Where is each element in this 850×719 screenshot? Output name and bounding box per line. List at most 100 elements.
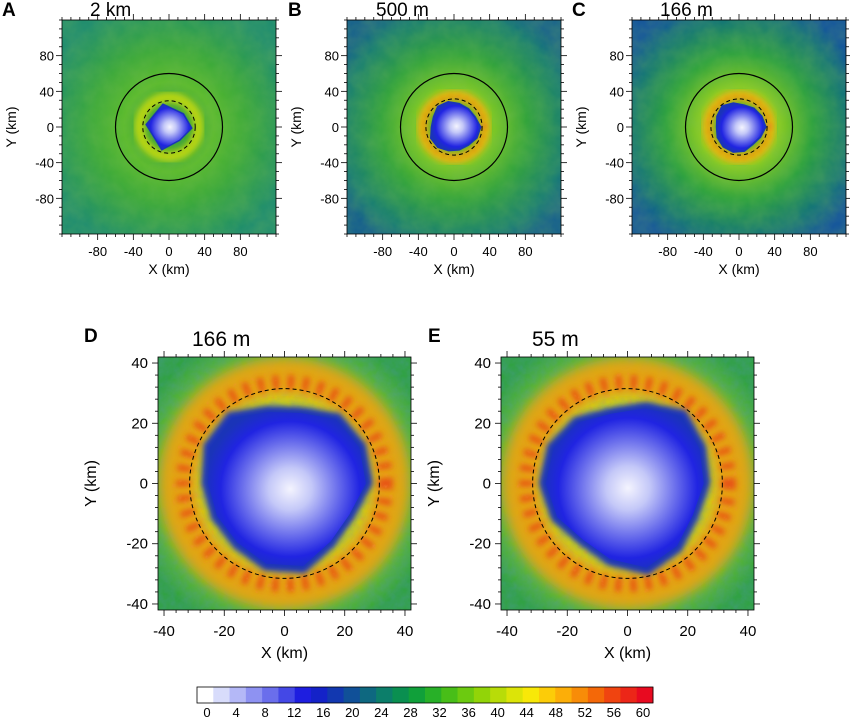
rmw-dashed-contour	[532, 388, 723, 579]
panel-e-title: 55 m	[532, 328, 579, 351]
eye-region	[431, 103, 480, 150]
colorbar-swatch	[636, 687, 654, 703]
heatmap-field	[632, 20, 846, 234]
x-axis-label: X (km)	[433, 261, 474, 277]
x-tick-label: -40	[153, 623, 175, 640]
panel-letter-b: B	[288, 0, 302, 21]
colorbar-label: 44	[519, 705, 533, 719]
panel-b-title: 500 m	[376, 0, 429, 21]
colorbar-swatch	[245, 687, 263, 703]
colorbar-label: 4	[232, 705, 239, 719]
panel-a-title: 2 km	[90, 0, 132, 21]
x-tick-label: 80	[233, 244, 247, 259]
y-tick-label: 0	[140, 476, 148, 493]
y-tick-label: -40	[320, 156, 339, 171]
heatmap-field	[62, 20, 276, 234]
y-tick-label: -80	[605, 191, 624, 206]
colorbar-swatch	[490, 687, 507, 703]
colorbar-label: 28	[403, 705, 417, 719]
y-tick-label: 0	[483, 476, 491, 493]
y-tick-label: -80	[320, 191, 339, 206]
panel-letter-e: E	[428, 326, 441, 347]
colorbar-swatch	[425, 687, 442, 703]
y-tick-label: 20	[131, 415, 148, 432]
colorbar-label: 60	[636, 705, 650, 719]
y-axis-label: Y (km)	[426, 460, 443, 507]
heatmap-panel-e: -40 -20 0 20 40 40 20 0 -20 -40 X (km) Y (km)	[426, 351, 760, 662]
colorbar-swatch	[587, 687, 605, 703]
x-tick-label: 20	[679, 623, 696, 640]
colorbar-label: 48	[549, 705, 563, 719]
colorbar-label: 40	[490, 705, 504, 719]
x-tick-label: 40	[767, 244, 781, 259]
y-axis-label: Y (km)	[3, 107, 19, 148]
x-tick-label: -80	[373, 244, 392, 259]
x-tick-label: 80	[803, 244, 817, 259]
x-tick-label: 40	[482, 244, 496, 259]
y-tick-label: 80	[40, 49, 54, 64]
x-tick-label: -40	[409, 244, 428, 259]
colorbar-swatch	[197, 687, 214, 703]
heatmap-field	[347, 20, 561, 234]
y-tick-label: 20	[474, 415, 491, 432]
y-tick-label: 0	[332, 120, 339, 135]
x-tick-label: 40	[197, 244, 211, 259]
y-tick-label: 40	[610, 84, 624, 99]
colorbar-swatch	[392, 687, 410, 703]
x-tick-label: 20	[336, 623, 353, 640]
colorbar-frame	[196, 686, 654, 704]
x-tick-label: -80	[88, 244, 107, 259]
y-tick-label: -40	[126, 596, 148, 613]
reference-circle	[114, 72, 224, 182]
y-axis-label: Y (km)	[573, 107, 589, 148]
x-tick-label: 0	[735, 244, 742, 259]
heatmap-panel-c: -80 -40 0 40 80 80 40 0 -40 -80 X (km) Y (km)	[573, 14, 850, 277]
x-tick-label: 0	[280, 623, 288, 640]
colorbar-swatch	[278, 687, 296, 703]
colorbar-swatch	[441, 687, 458, 703]
colorbar-label: 0	[203, 705, 210, 719]
colorbar-swatch	[571, 687, 589, 703]
colorbar-label: 20	[345, 705, 359, 719]
heatmap-panel-d: -40 -20 0 20 40 40 20 0 -20 -40 X (km) Y (km)	[83, 351, 417, 662]
panel-d-title: 166 m	[192, 328, 251, 351]
panel-letter-c: C	[572, 0, 586, 21]
reference-circle	[399, 72, 509, 182]
heatmap-field	[501, 357, 754, 610]
rmw-dashed-contour	[425, 98, 483, 156]
colorbar-label: 36	[461, 705, 475, 719]
colorbar-swatch	[359, 687, 377, 703]
panel-letter-a: A	[2, 0, 16, 21]
rmw-dashed-contour	[710, 98, 768, 156]
colorbar-swatch	[262, 687, 279, 703]
y-tick-label: -40	[469, 596, 491, 613]
eye-region	[545, 408, 704, 568]
colorbar-swatch	[457, 687, 475, 703]
colorbar-label: 24	[374, 705, 388, 719]
colorbar-swatch	[555, 687, 572, 703]
colorbar-label: 16	[316, 705, 330, 719]
colorbar-label: 56	[607, 705, 621, 719]
x-tick-label: 0	[450, 244, 457, 259]
rmw-dashed-contour	[189, 388, 380, 579]
x-tick-label: -20	[556, 623, 578, 640]
panel-letter-d: D	[84, 326, 98, 347]
y-tick-label: 40	[325, 84, 339, 99]
y-tick-label: -20	[126, 536, 148, 553]
colorbar-swatch	[229, 687, 247, 703]
x-tick-label: 40	[740, 623, 757, 640]
heatmap-panel-b: -80 -40 0 40 80 80 40 0 -40 -80 X (km) Y (km)	[288, 14, 567, 277]
colorbar-label: 32	[432, 705, 446, 719]
panel-c-title: 166 m	[660, 0, 713, 21]
colorbar-swatch	[620, 687, 638, 703]
colorbar-swatch	[376, 687, 393, 703]
x-tick-label: -40	[124, 244, 143, 259]
y-tick-label: -40	[605, 156, 624, 171]
colorbar-swatch	[604, 687, 621, 703]
y-tick-label: -80	[35, 191, 54, 206]
colorbar-swatch	[213, 687, 230, 703]
x-tick-label: -40	[694, 244, 713, 259]
colorbar-swatch	[539, 687, 556, 703]
x-axis-label: X (km)	[718, 261, 759, 277]
